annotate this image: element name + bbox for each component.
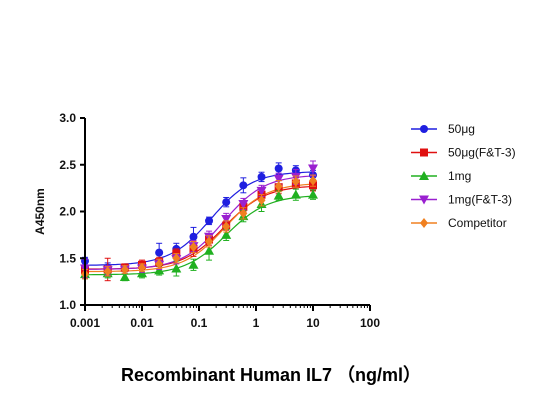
data-point <box>155 248 164 257</box>
data-point <box>188 259 199 269</box>
data-point <box>256 186 267 196</box>
data-point <box>222 221 231 232</box>
legend-marker <box>419 171 429 180</box>
data-point <box>155 258 164 269</box>
legend-label: 50μg <box>448 122 475 136</box>
data-point <box>119 271 130 281</box>
data-point <box>274 181 283 192</box>
legend-label: 50μg(F&T-3) <box>448 146 516 160</box>
data-point <box>189 232 198 241</box>
data-point <box>171 263 182 273</box>
data-point <box>103 266 112 277</box>
data-point <box>309 175 317 186</box>
x-tick-label: 0.01 <box>130 316 154 330</box>
series-1 <box>81 177 317 282</box>
legend-label: Competitor <box>448 216 507 230</box>
data-points <box>80 160 318 282</box>
data-point <box>222 198 231 207</box>
y-tick-label: 2.5 <box>59 158 76 172</box>
data-point <box>273 174 284 184</box>
data-point <box>239 208 248 219</box>
data-point <box>221 214 232 224</box>
data-point <box>205 216 214 225</box>
data-point <box>257 195 266 206</box>
legend-marker <box>420 218 428 228</box>
data-point <box>239 181 248 190</box>
data-point <box>204 245 215 255</box>
data-point <box>120 264 129 275</box>
data-point <box>274 164 283 173</box>
legend-marker <box>420 148 428 157</box>
data-point <box>205 236 214 247</box>
series-0 <box>81 162 317 273</box>
legend-label: 1mg(F&T-3) <box>448 193 512 207</box>
data-point <box>257 172 266 181</box>
x-tick-label: 0.1 <box>191 316 208 330</box>
x-axis-label: Recombinant Human IL7 （ng/ml） <box>121 365 421 385</box>
data-point <box>273 190 284 200</box>
legend-marker <box>420 125 428 133</box>
series-4 <box>81 174 317 280</box>
data-point <box>308 164 318 174</box>
axes: 1.0 1.5 2.0 2.5 3.0 0.001 0.01 0.1 1 10 100 <box>59 111 380 330</box>
fit-curve-2 <box>85 195 314 276</box>
data-point <box>308 189 318 199</box>
data-point <box>290 189 301 199</box>
series-2 <box>80 188 318 282</box>
legend: 50μg 50μg(F&T-3) 1mg 1mg(F&T-3) Competitor <box>411 122 516 230</box>
legend-label: 1mg <box>448 169 471 183</box>
y-tick-label: 1.0 <box>59 298 76 312</box>
x-tick-label: 0.001 <box>70 316 100 330</box>
x-tick-label: 10 <box>306 316 320 330</box>
data-point <box>221 229 232 239</box>
x-tick-label: 100 <box>360 316 380 330</box>
data-point <box>138 262 146 273</box>
x-tick-label: 1 <box>253 316 260 330</box>
legend-marker <box>419 195 429 205</box>
data-point <box>172 253 181 264</box>
series-3 <box>80 160 318 279</box>
data-point <box>291 176 300 187</box>
y-axis-label: A450nm <box>33 188 47 235</box>
y-tick-label: 3.0 <box>59 111 76 125</box>
y-tick-label: 1.5 <box>59 251 76 265</box>
y-tick-label: 2.0 <box>59 205 76 219</box>
data-point <box>189 242 198 253</box>
data-point <box>238 200 249 210</box>
